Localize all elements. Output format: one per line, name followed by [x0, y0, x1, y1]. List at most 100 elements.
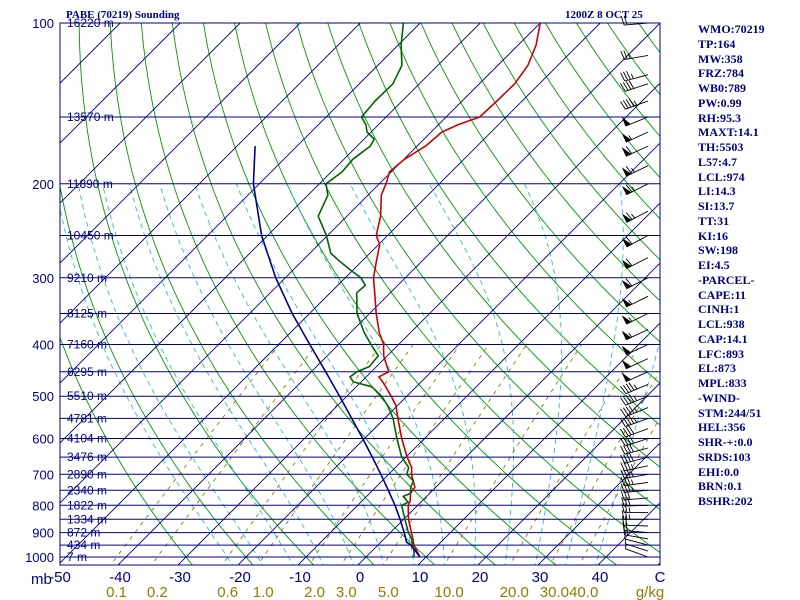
wind-barb [621, 516, 649, 527]
barb-staff [625, 83, 649, 92]
pressure-label: 500 [32, 389, 54, 404]
barb-flag [620, 476, 625, 486]
barb-flag [627, 496, 631, 507]
index-item: KI:16 [698, 228, 728, 243]
barb-flag [622, 521, 625, 531]
mixing-ratio-tick-label: 0.6 [217, 584, 238, 600]
barb-flag [620, 454, 626, 464]
index-item: WMO:70219 [698, 22, 765, 36]
dry-adiabat [109, 23, 375, 565]
index-item: RH:95.3 [698, 110, 741, 125]
wind-barb [620, 434, 649, 447]
wind-barb [621, 358, 649, 370]
barb-flag [620, 445, 626, 455]
mixing-ratio-tick-label: 3.0 [336, 584, 357, 600]
barb-flag [625, 70, 632, 80]
dry-adiabat [420, 23, 660, 343]
wind-barb [621, 235, 649, 248]
barb-half-flag [628, 507, 631, 513]
wind-barb [620, 482, 649, 493]
wind-barb [621, 131, 649, 143]
barb-pennant [621, 372, 632, 383]
height-label: 2890 m [67, 467, 107, 481]
wind-barb [620, 425, 649, 438]
pressure-label: 200 [32, 177, 54, 192]
barb-pennant [621, 315, 632, 325]
wind-barb [620, 80, 649, 92]
isotherm [417, 322, 660, 565]
wind-barb [624, 543, 649, 558]
dry-adiabat [451, 23, 660, 302]
barb-half-flag [633, 384, 638, 390]
index-item: FRZ:784 [698, 66, 744, 81]
moist-adiabat [77, 183, 264, 565]
barb-half-flag [633, 396, 638, 401]
barb-staff [625, 548, 649, 558]
index-item: LFC:893 [698, 346, 744, 361]
barb-pennant [621, 133, 632, 143]
barb-flag [621, 503, 625, 513]
dry-adiabat [265, 23, 660, 554]
index-item: CAP:14.1 [698, 331, 748, 346]
height-label: 7160 m [67, 338, 107, 352]
temperature-tick-label: -40 [109, 569, 131, 586]
mixing-ratio-line [382, 344, 528, 565]
height-label: 434 m [67, 538, 100, 552]
wind-barb [621, 496, 649, 507]
temperature-tick-label: 40 [592, 569, 609, 586]
wind-barbs [620, 15, 649, 558]
moist-adiabat [159, 183, 354, 565]
isotherm [177, 82, 660, 565]
barb-flag [628, 382, 635, 391]
isotherm [117, 23, 660, 565]
barb-staff [624, 54, 649, 61]
wind-barb [621, 503, 648, 513]
index-item: MW:358 [698, 51, 743, 66]
barb-flag [620, 491, 625, 501]
dry-adiabat [576, 23, 660, 137]
pressure-label: 100 [32, 16, 54, 31]
barb-flag [625, 184, 633, 193]
barb-flag [625, 236, 633, 245]
temperature-tick-label: -50 [49, 569, 71, 586]
dry-adiabat [140, 23, 436, 565]
barb-staff [624, 530, 649, 534]
barb-flag [620, 408, 627, 417]
barb-flag [625, 444, 632, 453]
barb-half-flag [628, 135, 633, 140]
barb-flag [622, 427, 629, 437]
mixing-ratio-tick-label: 1.0 [253, 584, 274, 600]
wind-barb [621, 371, 649, 383]
barb-half-flag [630, 471, 634, 478]
barb-flag [620, 397, 627, 406]
temperature-tick-label: 10 [412, 569, 429, 586]
barb-half-flag [631, 213, 636, 219]
barb-pennant [621, 359, 632, 370]
isotherm [60, 23, 601, 564]
barb-staff [624, 465, 649, 472]
barb-half-flag [628, 299, 633, 305]
height-label: 3476 m [67, 450, 107, 464]
barb-half-flag [624, 543, 627, 549]
temperature-tick-label: 30 [532, 569, 549, 586]
mixing-ratio-tick-label: 20.0 [500, 584, 529, 600]
mixing-ratio-tick-label: 10.0 [434, 584, 463, 600]
mixing-ratio-line [109, 344, 280, 565]
moist-adiabat [349, 183, 477, 565]
barb-pennant [621, 237, 632, 248]
barb-half-flag [631, 186, 635, 191]
pressure-label: 400 [32, 338, 54, 353]
barb-flag [624, 510, 628, 520]
mixing-ratio-line [308, 344, 461, 565]
moist-adiabat [194, 183, 385, 565]
wind-barb [621, 145, 649, 157]
barb-flag [625, 426, 632, 436]
moist-adiabat [60, 205, 234, 565]
barb-half-flag [633, 407, 638, 413]
barb-half-flag [630, 464, 634, 470]
mixing-ratio-line [340, 344, 490, 565]
wind-barb [621, 510, 648, 520]
wind-barb [620, 50, 649, 61]
index-item: WB0:789 [698, 81, 746, 95]
barb-flag [620, 469, 625, 479]
